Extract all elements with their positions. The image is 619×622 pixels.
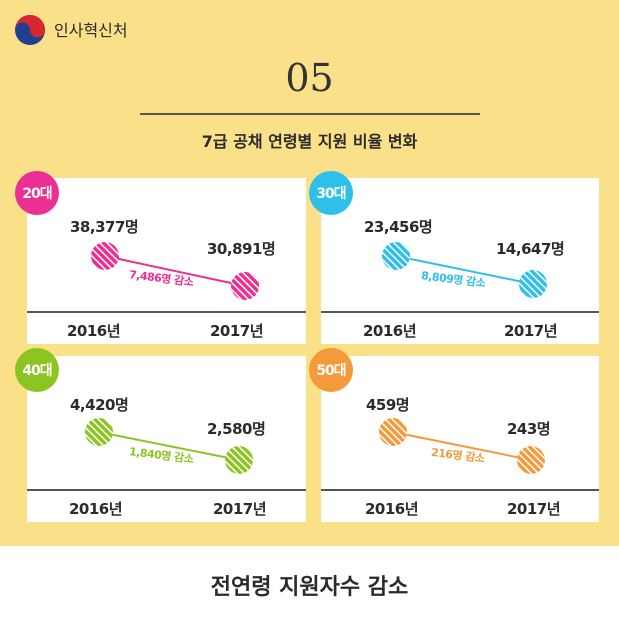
card-40s-year-2017: 2017년 bbox=[213, 500, 267, 518]
card-50s-baseline bbox=[321, 489, 599, 491]
card-20s-connector bbox=[104, 255, 246, 287]
card-30s-year-2016: 2016년 bbox=[363, 322, 417, 340]
card-30s-connector bbox=[395, 255, 534, 285]
card-20s-year-2017: 2017년 bbox=[210, 322, 264, 340]
title-divider bbox=[140, 113, 480, 115]
footer-banner bbox=[0, 546, 619, 622]
card-20s-value-2016: 38,377명 bbox=[70, 218, 139, 236]
card-50s-badge: 50대 bbox=[309, 348, 353, 392]
card-20s-year-2016: 2016년 bbox=[67, 322, 121, 340]
org-name: 인사혁신처 bbox=[54, 21, 128, 40]
card-50s-value-2016: 459명 bbox=[366, 396, 410, 414]
card-50s-connector bbox=[392, 431, 532, 461]
card-50s-chart bbox=[379, 418, 545, 474]
card-20s-marker-2017 bbox=[231, 272, 259, 300]
card-20s-badge: 20대 bbox=[15, 171, 59, 215]
card-30s: 23,456명 14,647명 8,809명 감소 2016년 2017년 bbox=[321, 178, 599, 344]
government-emblem-icon bbox=[15, 15, 45, 45]
card-20s-marker-2016 bbox=[91, 242, 119, 270]
card-30s-baseline bbox=[321, 311, 599, 313]
card-50s-value-2017: 243명 bbox=[507, 420, 551, 438]
card-50s: 459명 243명 216명 감소 2016년 2017년 bbox=[321, 356, 599, 522]
infographic-subtitle: 7급 공채 연령별 지원 비율 변화 bbox=[201, 132, 418, 151]
card-30s-value-2016: 23,456명 bbox=[364, 218, 433, 236]
card-40s-chart bbox=[85, 418, 253, 474]
card-40s-badge: 40대 bbox=[15, 348, 59, 392]
card-30s-year-2017: 2017년 bbox=[504, 322, 558, 340]
card-40s-marker-2017 bbox=[225, 446, 253, 474]
card-20s-chart bbox=[91, 242, 259, 300]
card-40s-connector bbox=[98, 431, 240, 461]
card-30s-value-2017: 14,647명 bbox=[496, 240, 565, 258]
footer-conclusion: 전연령 지원자수 감소 bbox=[210, 575, 409, 600]
card-50s-marker-2016 bbox=[379, 418, 407, 446]
card-30s-marker-2016 bbox=[382, 242, 410, 270]
card-40s-value-2016: 4,420명 bbox=[70, 396, 129, 414]
card-50s-year-2016: 2016년 bbox=[365, 500, 419, 518]
card-40s-baseline bbox=[27, 489, 306, 491]
card-40s-value-2017: 2,580명 bbox=[207, 420, 266, 438]
card-30s-marker-2017 bbox=[519, 270, 547, 298]
card-40s: 4,420명 2,580명 1,840명 감소 2016년 2017년 bbox=[27, 356, 306, 522]
card-40s-marker-2016 bbox=[85, 418, 113, 446]
card-30s-chart bbox=[382, 242, 547, 298]
card-20s-value-2017: 30,891명 bbox=[207, 240, 276, 258]
card-50s-marker-2017 bbox=[517, 446, 545, 474]
card-50s-year-2017: 2017년 bbox=[507, 500, 561, 518]
card-20s: 38,377명 30,891명 7,486명 감소 2016년 2017년 bbox=[27, 178, 306, 344]
card-30s-badge: 30대 bbox=[309, 171, 353, 215]
card-40s-year-2016: 2016년 bbox=[69, 500, 123, 518]
section-number: 05 bbox=[285, 56, 334, 100]
card-20s-baseline bbox=[27, 311, 306, 313]
